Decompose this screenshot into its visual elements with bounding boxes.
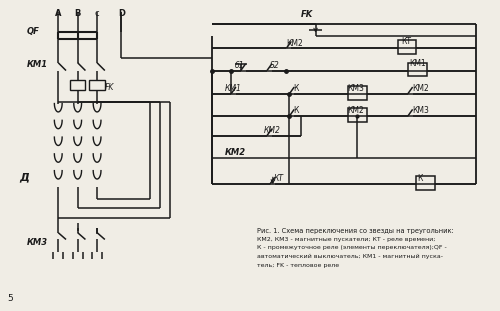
Text: QF: QF bbox=[27, 27, 40, 36]
Bar bbox=[416, 176, 435, 190]
Text: К: К bbox=[418, 174, 423, 183]
Text: КМ2: КМ2 bbox=[264, 126, 281, 135]
Text: Д: Д bbox=[20, 172, 30, 182]
Text: б1: б1 bbox=[235, 61, 244, 70]
Text: B: B bbox=[74, 9, 81, 18]
Text: c: c bbox=[95, 9, 100, 18]
Text: К - промежуточное реле (элементы переключателя);QF -: К - промежуточное реле (элементы переклю… bbox=[258, 245, 447, 250]
Text: автоматический выключатель; КМ1 - магнитный пуска-: автоматический выключатель; КМ1 - магнит… bbox=[258, 254, 444, 259]
Text: КМ1: КМ1 bbox=[410, 59, 426, 68]
Text: КМ3: КМ3 bbox=[27, 238, 48, 247]
Text: FK: FK bbox=[301, 10, 313, 19]
Text: 5: 5 bbox=[8, 294, 14, 303]
Text: A: A bbox=[55, 9, 62, 18]
Text: КМ1: КМ1 bbox=[27, 60, 48, 69]
Bar bbox=[70, 80, 86, 90]
Text: КМ2, КМ3 - магнитные пускатели; КТ - реле времени;: КМ2, КМ3 - магнитные пускатели; КТ - рел… bbox=[258, 237, 436, 242]
Text: тель; FK - тепловое реле: тель; FK - тепловое реле bbox=[258, 263, 340, 268]
Text: КМ2: КМ2 bbox=[286, 39, 303, 48]
Text: КМ2: КМ2 bbox=[412, 84, 430, 93]
Text: К: К bbox=[293, 106, 298, 115]
Text: КМ3: КМ3 bbox=[348, 84, 364, 93]
Text: КМ1: КМ1 bbox=[225, 84, 242, 93]
Text: FK: FK bbox=[105, 82, 114, 91]
Text: КМ2: КМ2 bbox=[225, 148, 246, 157]
Bar bbox=[398, 40, 415, 54]
Bar bbox=[348, 109, 367, 122]
Text: КТ: КТ bbox=[274, 174, 284, 183]
Text: Рис. 1. Схема переключения со звезды на треугольник:: Рис. 1. Схема переключения со звезды на … bbox=[258, 228, 454, 234]
Text: КМ2: КМ2 bbox=[348, 106, 364, 115]
Text: D: D bbox=[118, 9, 125, 18]
Text: К: К bbox=[293, 84, 298, 93]
Text: КТ: КТ bbox=[401, 37, 411, 46]
Text: S2: S2 bbox=[270, 61, 280, 70]
Bar bbox=[348, 86, 367, 100]
Text: КМ3: КМ3 bbox=[412, 106, 430, 115]
Bar bbox=[408, 63, 427, 77]
Bar bbox=[90, 80, 105, 90]
